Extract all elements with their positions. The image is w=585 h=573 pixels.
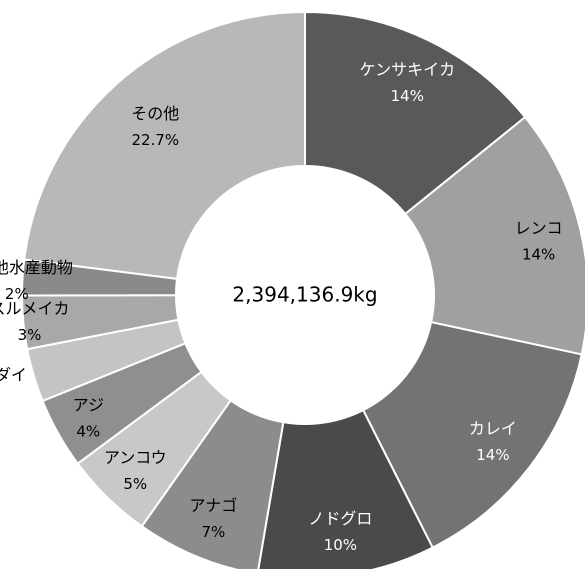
slice-name-label: マダイ xyxy=(0,365,27,384)
slice-value-label: 14% xyxy=(391,87,424,105)
slice-name-label: アジ xyxy=(73,395,104,414)
labels-group: ケンサキイカ 14% レンコ 14% カレイ 14% ノドグロ 10% アナゴ 7% アンコウ 5% ア… xyxy=(0,60,563,554)
slice-name-label: ケンサキイカ xyxy=(360,60,456,79)
slice-value-label: 14% xyxy=(522,245,555,263)
slice-name-label: アナゴ xyxy=(190,496,238,515)
donut-hole xyxy=(175,165,435,425)
slice-name-label: アンコウ xyxy=(104,448,167,467)
slice-value-label: 5% xyxy=(123,475,147,493)
slice-value-label: 2% xyxy=(5,285,29,303)
slice-value-label: 14% xyxy=(476,446,509,464)
slice-name-label: その他 xyxy=(131,104,179,123)
slice-name-label: レンコ xyxy=(515,218,563,237)
slice-value-label: 4% xyxy=(76,422,100,440)
slice-name-label: カレイ xyxy=(469,419,517,438)
slice-name-label: スルメイカ xyxy=(0,299,70,318)
center-total-label: 2,394,136.9kg xyxy=(232,283,377,307)
slice-name-label: その他水産動物 xyxy=(0,258,73,277)
slice-value-label: 22.7% xyxy=(131,131,179,149)
slice-value-label: 7% xyxy=(201,523,225,541)
slice-value-label: 3% xyxy=(18,326,42,344)
slice-name-label: ノドグロ xyxy=(308,509,372,528)
slice-value-label: 10% xyxy=(324,536,357,554)
